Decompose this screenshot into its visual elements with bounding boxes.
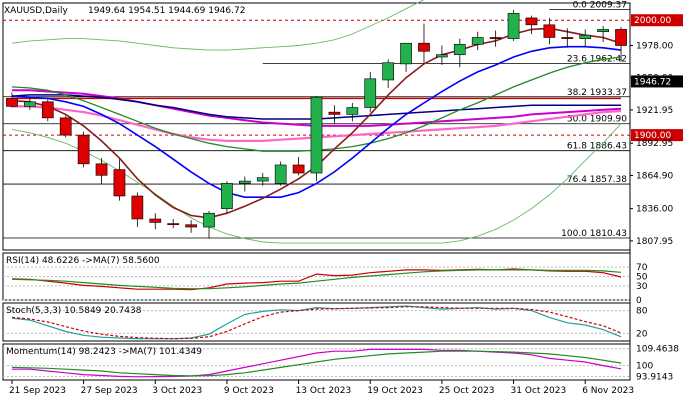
candle-body xyxy=(561,37,574,39)
stoch-series-0 xyxy=(11,305,622,340)
candle-body xyxy=(6,98,18,107)
candle-body xyxy=(507,13,520,39)
fib-label-2: 38.2 1933.37 xyxy=(567,88,627,98)
momentum-label: Momentum(14) 98.2423 ->MA(7) 101.4349 xyxy=(6,347,202,357)
candle-body xyxy=(436,54,448,58)
rsi-tick-label-0: 70 xyxy=(636,263,648,273)
rsi-label: RSI(14) 48.6226 ->MA(7) 58.5600 xyxy=(6,256,160,266)
momentum-tick-label-1: 100 xyxy=(636,362,653,372)
rsi-tick-label-3: 0 xyxy=(636,296,642,306)
candle-body xyxy=(256,177,269,182)
momentum-series-0 xyxy=(12,348,622,378)
candle-body xyxy=(471,37,484,45)
candle-body xyxy=(579,34,592,39)
ma-blue xyxy=(11,45,622,198)
price-tick-label-5: 1836.00 xyxy=(636,205,673,215)
candle-body xyxy=(525,17,538,26)
price-tick-label-2: 1921.95 xyxy=(636,106,673,116)
fib-label-0: 0.0 2009.37 xyxy=(573,0,627,10)
candle-body xyxy=(310,96,323,174)
candle-body xyxy=(113,169,126,197)
date-tick-label-0: 21 Sep 2023 xyxy=(9,386,66,396)
fib-label-5: 76.4 1857.38 xyxy=(567,175,627,185)
date-tick-label-6: 25 Oct 2023 xyxy=(439,386,495,396)
last-price-tag xyxy=(631,75,683,88)
bollinger-upper xyxy=(11,0,425,51)
candle-body xyxy=(149,218,162,223)
candle-body xyxy=(238,180,251,184)
candle-body xyxy=(418,42,430,52)
candle-body xyxy=(615,29,627,46)
candle-body xyxy=(400,42,412,65)
candle-body xyxy=(131,195,144,220)
fib-label-3: 50.0 1909.90 xyxy=(567,115,627,125)
date-tick-label-8: 6 Nov 2023 xyxy=(582,386,634,396)
momentum-tick-label-2: 93.9143 xyxy=(636,373,673,383)
date-tick-label-2: 3 Oct 2023 xyxy=(152,386,202,396)
candle-body xyxy=(453,44,466,55)
fib-label-4: 61.8 1886.43 xyxy=(567,142,627,152)
candle-body xyxy=(221,183,233,209)
candle-body xyxy=(543,24,556,38)
candle-body xyxy=(364,78,377,108)
candle-body xyxy=(203,212,215,228)
candle-body xyxy=(77,134,90,165)
candle-body xyxy=(167,223,180,226)
candle-body xyxy=(185,224,197,228)
momentum-series-1 xyxy=(11,350,622,377)
stoch-label: Stoch(5,3,3) 10.5849 20.7438 xyxy=(6,306,142,316)
date-tick-label-5: 19 Oct 2023 xyxy=(367,386,423,396)
candle-body xyxy=(346,107,359,115)
level-label-0: 2000.00 xyxy=(634,16,671,26)
date-tick-label-4: 13 Oct 2023 xyxy=(296,386,352,396)
candle-body xyxy=(597,29,609,33)
candle-body xyxy=(24,101,36,107)
fib-label-6: 100.0 1810.43 xyxy=(561,229,627,239)
header-ohlc: 1949.64 1954.51 1944.69 1946.72 xyxy=(88,6,245,16)
level-label-1: 1900.00 xyxy=(634,131,671,141)
level-tag-0 xyxy=(631,14,683,27)
stoch-series-1 xyxy=(11,306,622,340)
price-tick-label-0: 1978.00 xyxy=(636,42,673,52)
date-tick-label-7: 31 Oct 2023 xyxy=(511,386,567,396)
candle-body xyxy=(292,164,305,174)
candle-body xyxy=(41,101,54,119)
candle-body xyxy=(489,37,502,39)
level-tag-1 xyxy=(631,129,683,142)
stoch-tick-label-0: 80 xyxy=(636,307,648,317)
stoch-tick-label-1: 20 xyxy=(636,329,648,339)
candle-body xyxy=(328,111,341,115)
candle-body xyxy=(59,117,72,136)
momentum-tick-label-0: 109.4638 xyxy=(636,345,679,355)
header-symbol: XAUUSD,Daily xyxy=(4,6,68,16)
date-tick-label-3: 9 Oct 2023 xyxy=(224,386,274,396)
candle-body xyxy=(274,164,287,184)
price-tick-label-6: 1807.95 xyxy=(636,237,673,247)
candle-body xyxy=(382,62,395,81)
candle-body xyxy=(95,163,108,176)
bollinger-lower xyxy=(11,123,622,244)
rsi-tick-label-1: 50 xyxy=(636,273,648,283)
price-tick-label-4: 1864.90 xyxy=(636,171,673,181)
price-tick-label-3: 1892.95 xyxy=(636,139,673,149)
last-price-label: 1946.72 xyxy=(634,77,671,87)
rsi-tick-label-2: 30 xyxy=(636,282,648,292)
rsi-series-1 xyxy=(11,269,622,290)
date-tick-label-1: 27 Sep 2023 xyxy=(81,386,138,396)
fib-label-1: 23.6 1962.42 xyxy=(567,54,627,64)
